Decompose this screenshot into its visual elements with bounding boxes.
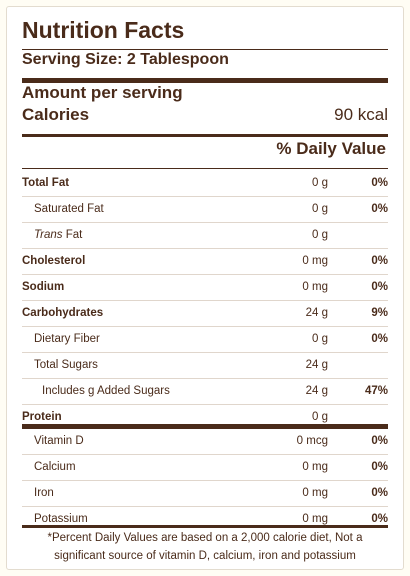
medium-divider [22, 525, 388, 528]
vitamin-row-vitamin-d: Vitamin D 0 mcg 0% [22, 428, 388, 454]
nutrient-row-carbohydrates: Carbohydrates 24 g 9% [22, 300, 388, 326]
nutrient-amount: 0 mg [302, 281, 328, 293]
vitamin-row-calcium: Calcium 0 mg 0% [22, 454, 388, 480]
row-divider [22, 506, 388, 507]
nutrient-row-saturated-fat: Saturated Fat 0 g 0% [22, 196, 388, 222]
nutrient-row-cholesterol: Cholesterol 0 mg 0% [22, 248, 388, 274]
row-divider [22, 404, 388, 405]
nutrient-dv: 0% [371, 177, 388, 189]
label-title: Nutrition Facts [22, 17, 185, 43]
nutrient-row-protein: Protein 0 g [22, 404, 388, 430]
nutrient-amount: 24 g [305, 307, 328, 319]
nutrient-amount: 0 g [312, 203, 328, 215]
serving-size: Serving Size: 2 Tablespoon [22, 51, 229, 68]
nutrient-name: Total Fat [22, 177, 70, 189]
vitamin-dv: 0% [371, 461, 388, 473]
nutrient-amount: 0 g [312, 411, 328, 423]
nutrient-dv: 0% [371, 281, 388, 293]
nutrient-name: Cholesterol [22, 255, 86, 267]
nutrient-name: Trans Fat [34, 229, 82, 241]
vitamin-dv: 0% [371, 513, 388, 525]
nutrient-name: Protein [22, 411, 62, 423]
nutrient-name: Saturated Fat [34, 203, 104, 215]
nutrient-amount: 0 g [312, 177, 328, 189]
calories-row: Calories 90 kcal [22, 105, 388, 129]
vitamin-name: Calcium [34, 461, 76, 473]
vitamin-amount: 0 mg [302, 461, 328, 473]
row-divider [22, 274, 388, 275]
divider [22, 49, 388, 50]
vitamin-amount: 0 mcg [296, 435, 328, 447]
row-divider [22, 300, 388, 301]
row-divider [22, 352, 388, 353]
nutrient-dv: 0% [371, 203, 388, 215]
nutrient-name: Carbohydrates [22, 307, 104, 319]
trans-rest: Fat [62, 229, 83, 241]
vitamin-name: Vitamin D [34, 435, 84, 447]
trans-italic: Trans [34, 229, 63, 241]
nutrient-name: Dietary Fiber [34, 333, 100, 345]
nutrient-name: Total Sugars [34, 359, 98, 371]
calories-value: 90 kcal [334, 105, 388, 124]
vitamin-name: Iron [34, 487, 54, 499]
nutrient-amount: 24 g [305, 359, 328, 371]
nutrient-dv: 0% [371, 255, 388, 267]
row-divider [22, 222, 388, 223]
nutrient-row-added-sugars: Includes g Added Sugars 24 g 47% [22, 378, 388, 404]
medium-divider [22, 134, 388, 137]
row-divider [22, 248, 388, 249]
vitamin-row-potassium: Potassium 0 mg 0% [22, 506, 388, 532]
thick-divider [22, 424, 388, 429]
vitamin-amount: 0 mg [302, 513, 328, 525]
nutrient-dv: 0% [371, 333, 388, 345]
nutrient-name: Includes g Added Sugars [42, 385, 170, 397]
vitamin-row-iron: Iron 0 mg 0% [22, 480, 388, 506]
thick-divider [22, 78, 388, 83]
calories-label: Calories [22, 105, 90, 124]
row-divider [22, 326, 388, 327]
vitamin-dv: 0% [371, 487, 388, 499]
nutrient-row-sodium: Sodium 0 mg 0% [22, 274, 388, 300]
nutrition-facts-label: Nutrition Facts Serving Size: 2 Tablespo… [6, 6, 404, 570]
footnote: *Percent Daily Values are based on a 2,0… [47, 532, 363, 562]
nutrient-name: Sodium [22, 281, 65, 293]
nutrient-dv: 47% [364, 385, 388, 397]
daily-value-header: % Daily Value [276, 139, 386, 158]
nutrient-row-trans-fat: Trans Fat 0 g [22, 222, 388, 248]
nutrient-row-total-sugars: Total Sugars 24 g [22, 352, 388, 378]
row-divider [22, 480, 388, 481]
row-divider [22, 196, 388, 197]
vitamin-amount: 0 mg [302, 487, 328, 499]
vitamin-dv: 0% [371, 435, 388, 447]
divider [22, 168, 388, 169]
nutrient-row-dietary-fiber: Dietary Fiber 0 g 0% [22, 326, 388, 352]
amount-per-serving: Amount per serving [22, 83, 183, 102]
nutrient-amount: 0 mg [302, 255, 328, 267]
nutrient-amount: 0 g [312, 333, 328, 345]
nutrient-amount: 0 g [312, 229, 328, 241]
vitamin-name: Potassium [34, 513, 88, 525]
nutrient-row-total-fat: Total Fat 0 g 0% [22, 170, 388, 196]
row-divider [22, 454, 388, 455]
nutrient-amount: 24 g [305, 385, 328, 397]
row-divider [22, 378, 388, 379]
nutrient-dv: 9% [371, 307, 388, 319]
